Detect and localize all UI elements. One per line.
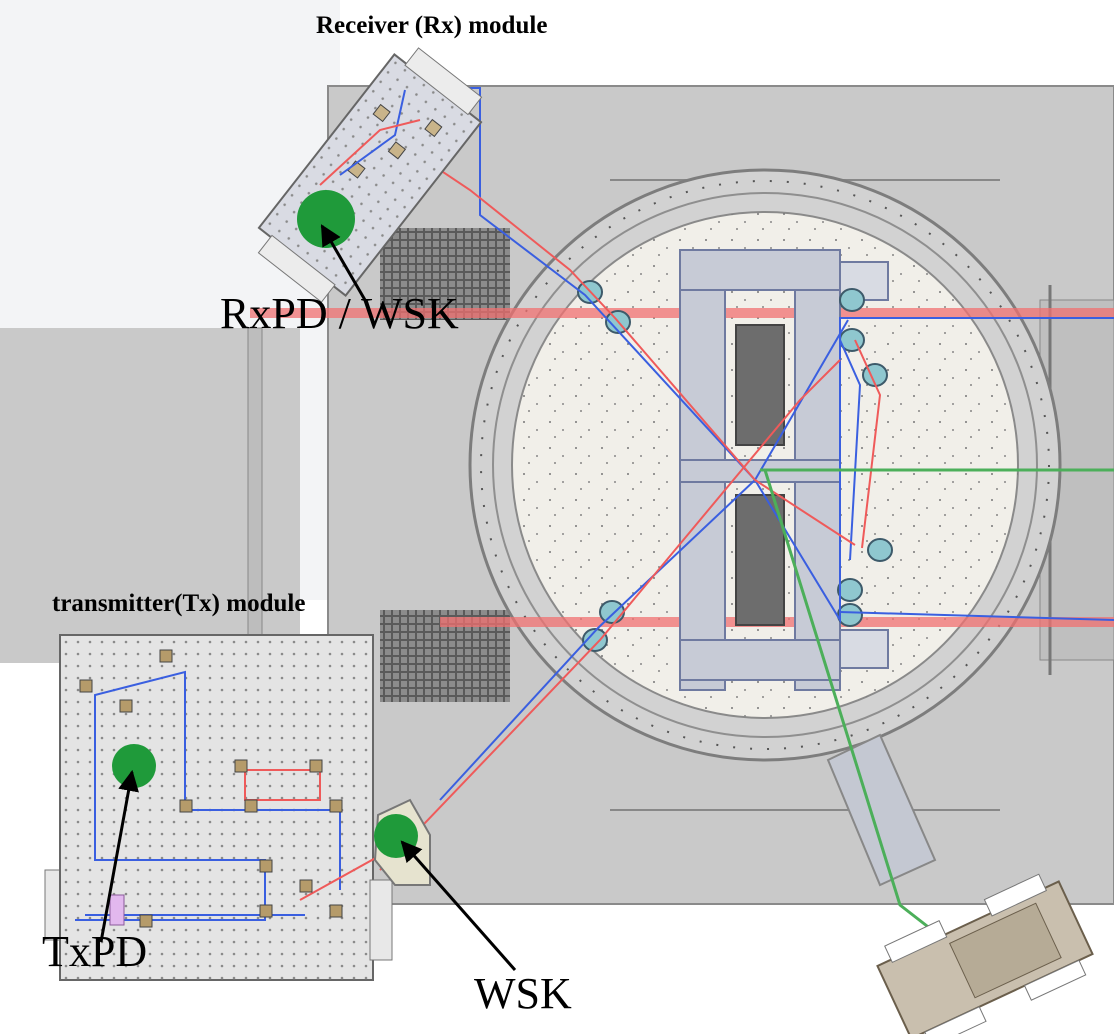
upper-grid-panel [380, 228, 510, 320]
rxpd-wsk-label: RxPD / WSK [220, 289, 459, 338]
txpd-label: TxPD [42, 927, 148, 976]
tx-breadboard [44, 634, 393, 981]
flange-bolts [480, 180, 1050, 750]
tx-module-label: transmitter(Tx) module [52, 590, 306, 617]
vacuum-chamber [0, 85, 1114, 905]
rxpd-wsk-marker [297, 190, 355, 248]
external-module [876, 873, 1094, 1034]
rxpd-wsk-leader [320, 224, 367, 301]
txpd-marker [112, 744, 156, 788]
rx-module-label: Receiver (Rx) module [316, 12, 548, 39]
wsk-label: WSK [474, 969, 572, 1018]
wsk-leader [400, 840, 517, 971]
exit-viewport [826, 733, 937, 887]
txpd-leader [99, 769, 139, 943]
